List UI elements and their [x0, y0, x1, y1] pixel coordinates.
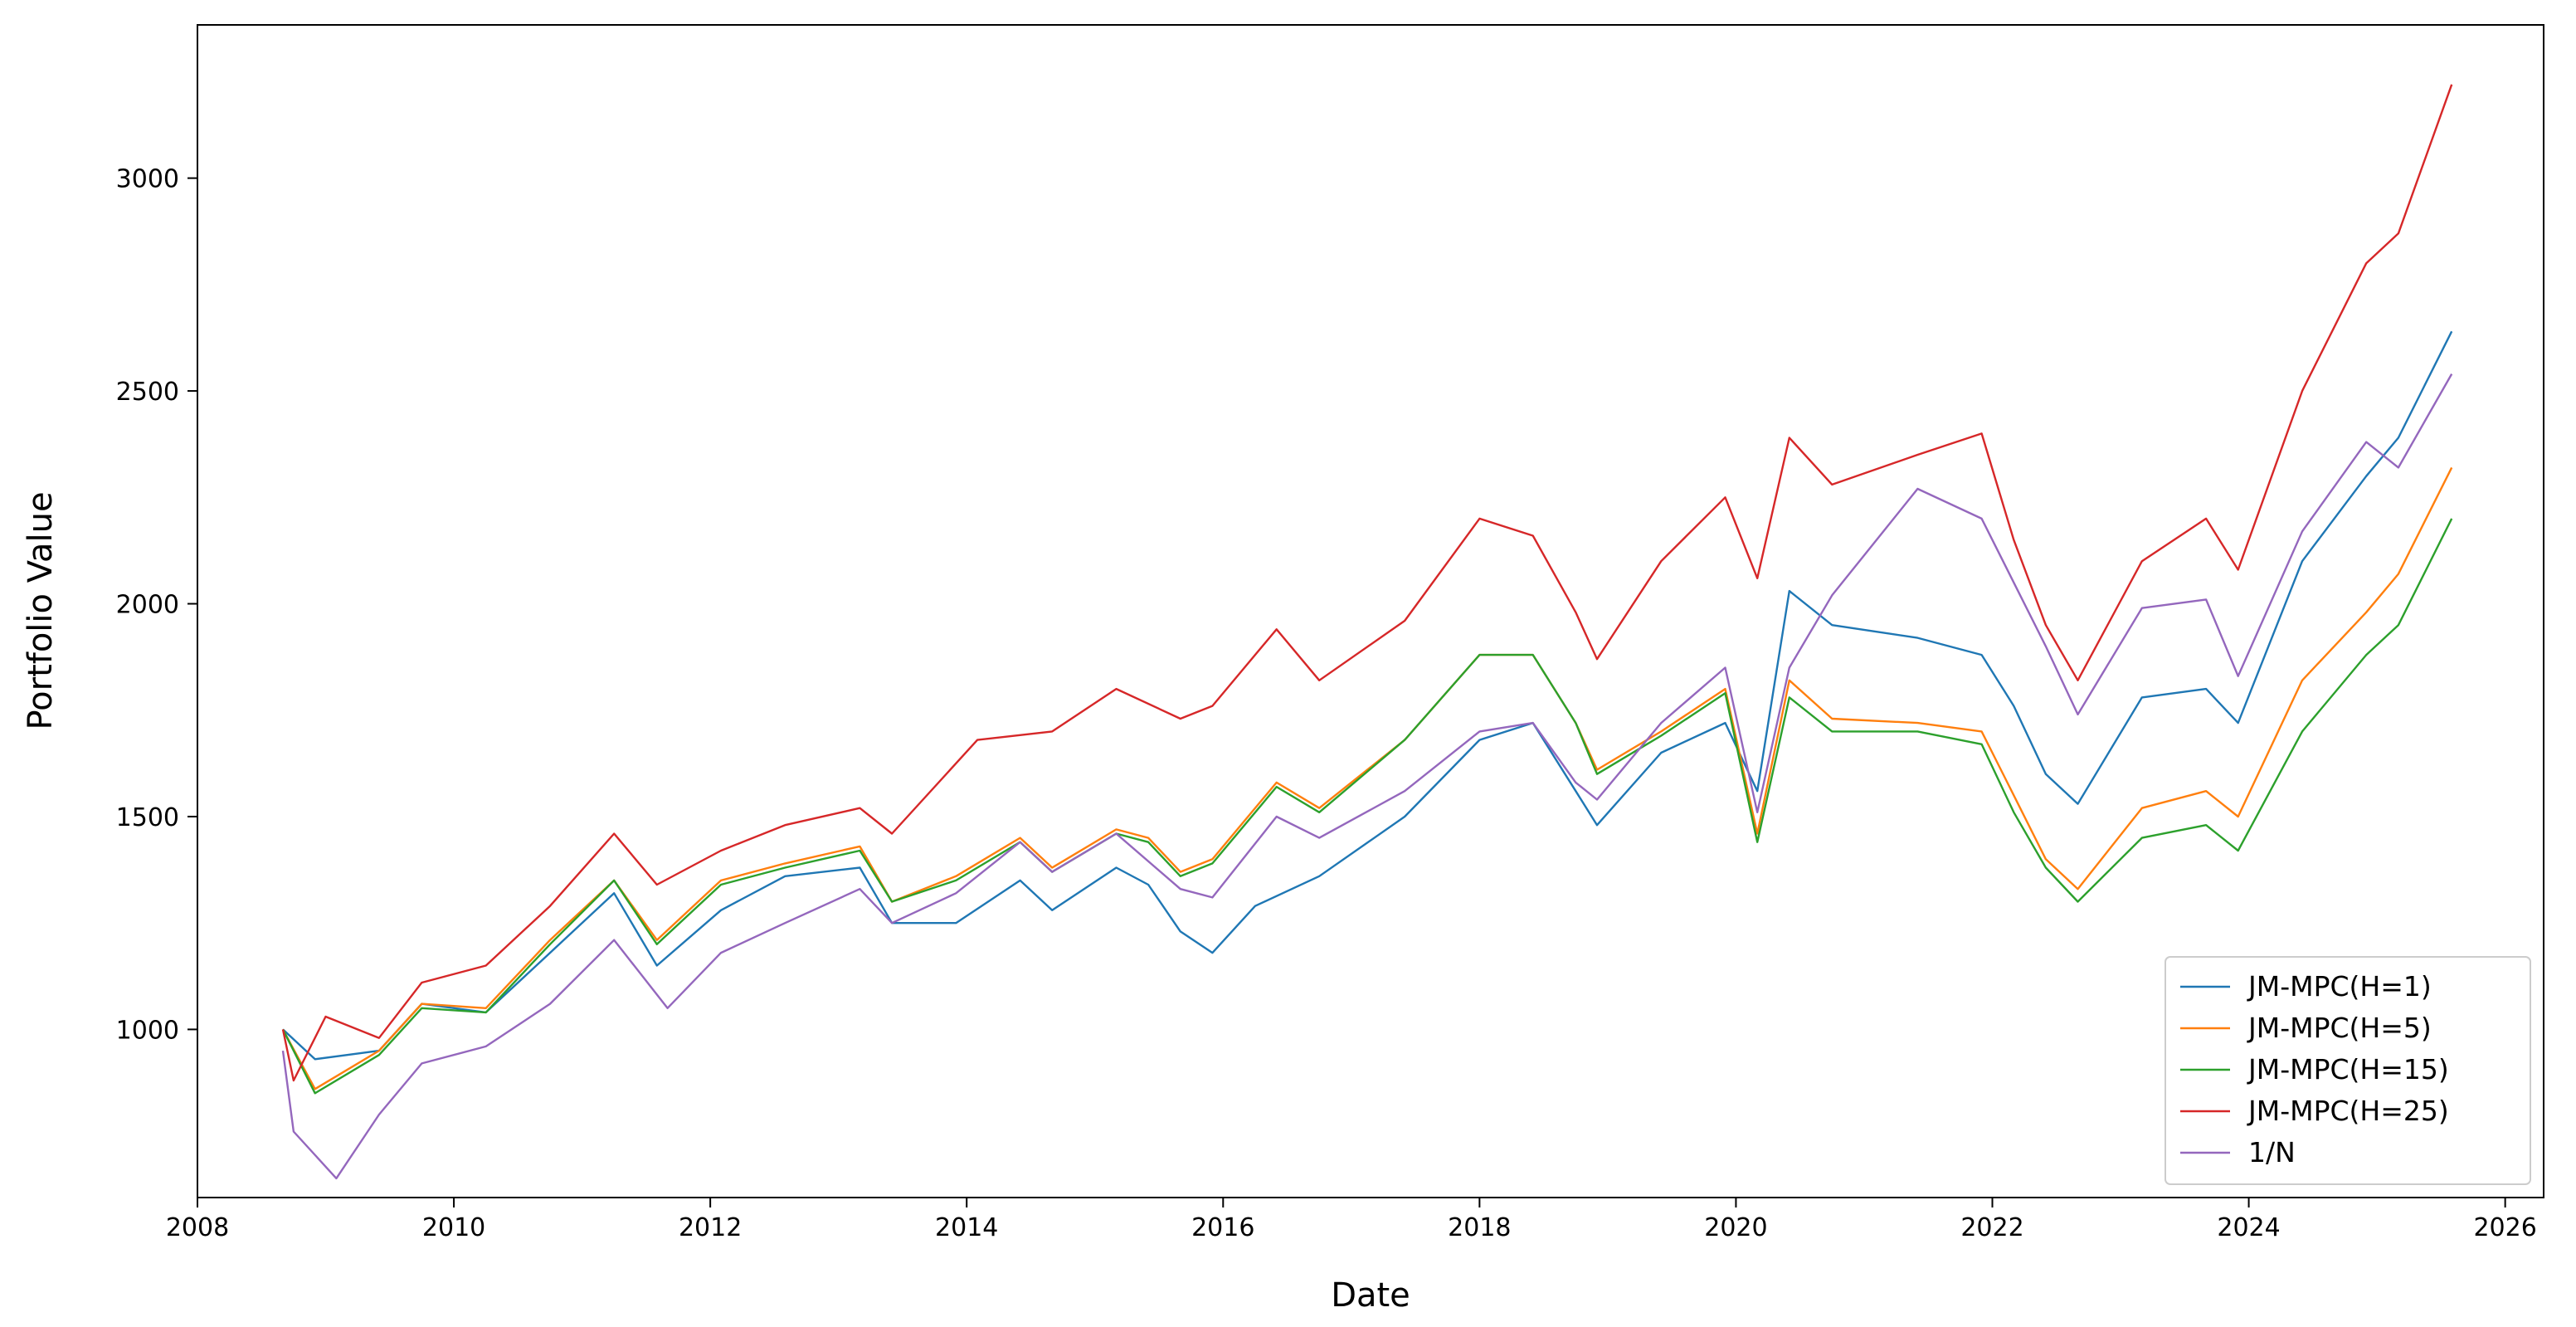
x-tick-label-3: 2014: [935, 1213, 998, 1242]
x-tick-label-6: 2020: [1704, 1213, 1767, 1242]
series-line-3: [281, 84, 2453, 1082]
y-tick-label-0: 1000: [116, 1016, 179, 1045]
legend-box: [2165, 956, 2531, 1185]
series-layer: [281, 84, 2453, 1180]
x-axis-label: Date: [1331, 1276, 1410, 1315]
legend-label-0: JM-MPC(H=1): [2247, 970, 2432, 1003]
legend-label-4: 1/N: [2248, 1136, 2296, 1168]
y-tick-label-3: 2500: [116, 378, 179, 407]
x-tick-label-1: 2010: [422, 1213, 485, 1242]
legend-label-2: JM-MPC(H=15): [2247, 1053, 2449, 1086]
y-axis-label: Portfolio Value: [22, 491, 60, 729]
x-tick-label-9: 2026: [2473, 1213, 2536, 1242]
x-tick-label-0: 2008: [166, 1213, 229, 1242]
series-line-0: [282, 330, 2453, 1061]
plot-frame: [197, 24, 2544, 1198]
y-tick-label-2: 2000: [116, 591, 179, 620]
series-line-4: [281, 373, 2453, 1180]
x-tick-label-5: 2018: [1448, 1213, 1511, 1242]
legend: JM-MPC(H=1) JM-MPC(H=5) JM-MPC(H=15) JM-MPC…: [2165, 956, 2531, 1185]
y-tick-label-1: 1500: [116, 803, 179, 832]
tick-layer: 2008 2010 2012 2014 2016 2018 2020 2022 2024 2026…: [116, 165, 2537, 1242]
legend-label-1: JM-MPC(H=5): [2247, 1012, 2432, 1044]
x-tick-label-8: 2024: [2217, 1213, 2280, 1242]
x-tick-label-2: 2012: [679, 1213, 742, 1242]
x-tick-label-7: 2022: [1960, 1213, 2023, 1242]
legend-label-3: JM-MPC(H=25): [2247, 1095, 2449, 1127]
series-line-2: [281, 518, 2453, 1095]
y-tick-label-4: 3000: [116, 165, 179, 194]
x-tick-label-4: 2016: [1191, 1213, 1254, 1242]
